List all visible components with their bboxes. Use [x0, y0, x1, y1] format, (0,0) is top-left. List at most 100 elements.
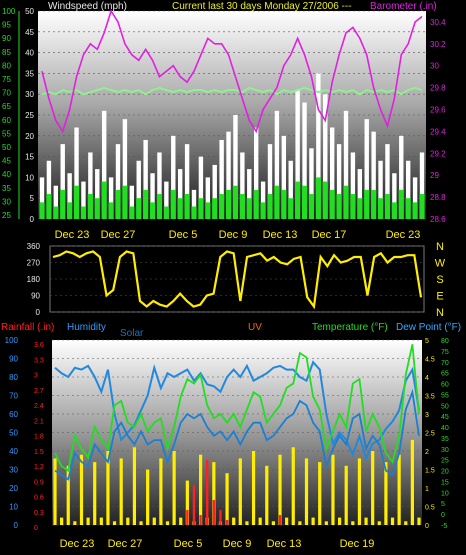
wind-gust-bar: [67, 173, 72, 219]
wind-gust-bar: [371, 131, 376, 219]
wind-speed-bar: [295, 181, 301, 219]
direction-tick: 270: [27, 259, 41, 268]
temperature-tick: 60: [441, 382, 449, 389]
solar-bar: [417, 517, 421, 525]
wind-speed-bar: [136, 198, 142, 219]
outer-axis-tick: 65: [2, 102, 11, 111]
wind-speed-bar: [253, 189, 259, 219]
outer-axis-tick: 35: [2, 184, 11, 193]
wind-speed-bar: [212, 198, 218, 219]
wind-gust-bar: [288, 160, 293, 219]
humidity-tick: 90: [9, 355, 18, 364]
wind-gust-bar: [164, 181, 169, 219]
wind-gust-bar: [253, 127, 259, 219]
uv-tick: 0: [425, 523, 429, 530]
direction-tick: 90: [31, 292, 40, 301]
wind-speed-bar: [80, 206, 87, 219]
wind-gust-bar: [53, 185, 59, 219]
solar-bar: [146, 469, 150, 525]
rainfall-tick: 2.4: [34, 403, 44, 410]
solar-bar: [390, 517, 395, 525]
wind-gust-bar: [108, 177, 114, 219]
wind-gust-bar: [219, 139, 224, 219]
wind-speed-bar: [115, 189, 121, 219]
wind-gust-bar: [405, 160, 411, 219]
wind-gust-bar: [115, 144, 121, 219]
solar-bar: [238, 458, 242, 525]
wind-speed-bar: [94, 198, 100, 219]
x-axis-ticks-1: Dec 23 Dec 27 Dec 5 Dec 9 Dec 13 Dec 17 Dec 23: [55, 229, 421, 241]
x-tick: Dec 5: [174, 538, 203, 550]
wind-speed-bar: [46, 194, 52, 219]
barometer-line: [41, 9, 423, 134]
wind-gust-bar: [260, 181, 266, 219]
wind-speed-bar: [163, 206, 169, 219]
temperature-tick: 20: [441, 469, 449, 476]
wind-speed-bar: [184, 194, 190, 219]
rainfall-tick: 0.3: [34, 510, 44, 517]
solar-bar: [337, 517, 342, 525]
legend-dewpoint: Dew Point (°F): [396, 322, 461, 333]
wind-speed-bar: [225, 189, 232, 219]
solar-bar: [60, 517, 64, 525]
wind-speed-bar: [384, 194, 391, 219]
rainfall-tick: 3.3: [34, 357, 44, 364]
uv-tick: 1: [425, 486, 429, 493]
wind-gust-bar: [247, 169, 252, 219]
wind-speed-bar: [301, 185, 308, 219]
wind-speed-bar: [419, 194, 425, 219]
wind-speed-bar: [87, 194, 93, 219]
barometer-tick: 30: [430, 62, 439, 71]
temperature-tick: 30: [441, 447, 449, 454]
solar-bar: [285, 517, 289, 525]
wind-speed-bar: [191, 206, 197, 219]
solar-bar: [245, 521, 249, 525]
solar-bar: [251, 451, 256, 525]
solar-bar: [106, 451, 110, 525]
windspeed-tick: 0: [30, 215, 35, 224]
rainfall-tick: 1.5: [34, 449, 44, 456]
outer-axis-tick: 85: [2, 48, 11, 57]
solar-bar: [172, 451, 176, 525]
barometer-tick: 28.6: [430, 215, 446, 224]
wind-gust-bar: [316, 73, 321, 220]
rainfall-bar: [199, 515, 202, 525]
wind-gust-bar: [171, 135, 176, 219]
temperature-tick: 40: [441, 425, 449, 432]
wind-gust-bar: [364, 119, 369, 219]
temperature-line: [54, 344, 420, 473]
wind-gust-bar: [274, 110, 280, 219]
solar-bar: [364, 517, 368, 525]
rainfall-tick: 0.9: [34, 479, 44, 486]
wind-gust-bar: [281, 135, 287, 219]
outer-axis-tick: 25: [2, 211, 11, 220]
solar-bar: [232, 517, 236, 525]
windspeed-tick: 15: [25, 153, 34, 162]
uv-tick: 5: [425, 338, 429, 345]
solar-bar: [179, 517, 183, 525]
uv-tick: 4.5: [425, 357, 435, 364]
temperature-tick: 15: [441, 479, 449, 486]
windspeed-tick: 50: [25, 7, 34, 16]
solar-bar: [126, 517, 130, 525]
wind-gust-bar: [46, 160, 52, 219]
wind-direction-line: [52, 250, 423, 310]
wind-gust-bar: [136, 160, 141, 219]
rainfall-bar: [212, 500, 216, 525]
wind-gust-bar: [205, 177, 211, 219]
windspeed-tick: 25: [25, 111, 34, 120]
temperature-tick: -5: [441, 523, 447, 530]
wind-speed-bar: [288, 198, 294, 219]
x-tick: Dec 5: [169, 229, 198, 241]
humidity-tick: 0: [14, 521, 19, 530]
wind-speed-bar: [405, 198, 411, 219]
wind-speed-bar: [143, 189, 149, 219]
rainfall-bar: [219, 510, 222, 525]
uv-tick: 3.5: [425, 394, 435, 401]
solar-bar: [344, 465, 348, 525]
solar-bar: [159, 458, 163, 525]
solar-bar: [298, 521, 302, 525]
